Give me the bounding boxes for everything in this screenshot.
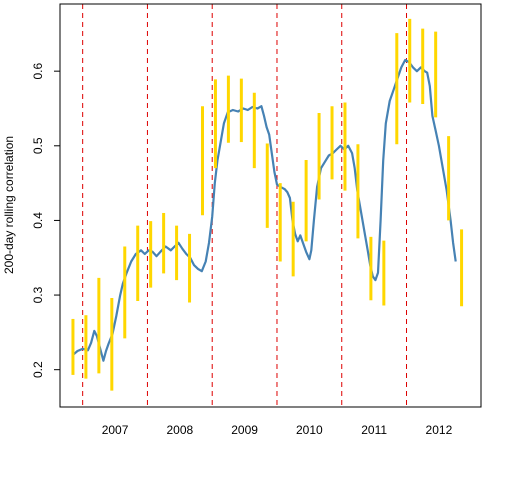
y-tick-label: 0.6 [31,63,45,80]
y-tick-label: 0.3 [31,286,45,303]
x-tick-label: 2008 [166,423,193,437]
interval-bars [71,18,464,391]
x-axis: 2007 2008 2009 2010 2011 2012 [102,423,453,437]
y-tick-label: 0.2 [31,361,45,378]
x-tick-label: 2010 [296,423,323,437]
x-tick-label: 2009 [231,423,258,437]
x-tick-label: 2011 [361,423,387,437]
y-tick-label: 0.4 [31,212,45,229]
x-tick-label: 2007 [102,423,129,437]
y-axis: 0.2 0.3 0.4 0.5 0.6 [31,63,60,378]
y-tick-label: 0.5 [31,137,45,154]
x-tick-label: 2012 [426,423,453,437]
y-axis-label: 200-day rolling correlation [2,136,16,274]
plot-frame [59,3,482,408]
